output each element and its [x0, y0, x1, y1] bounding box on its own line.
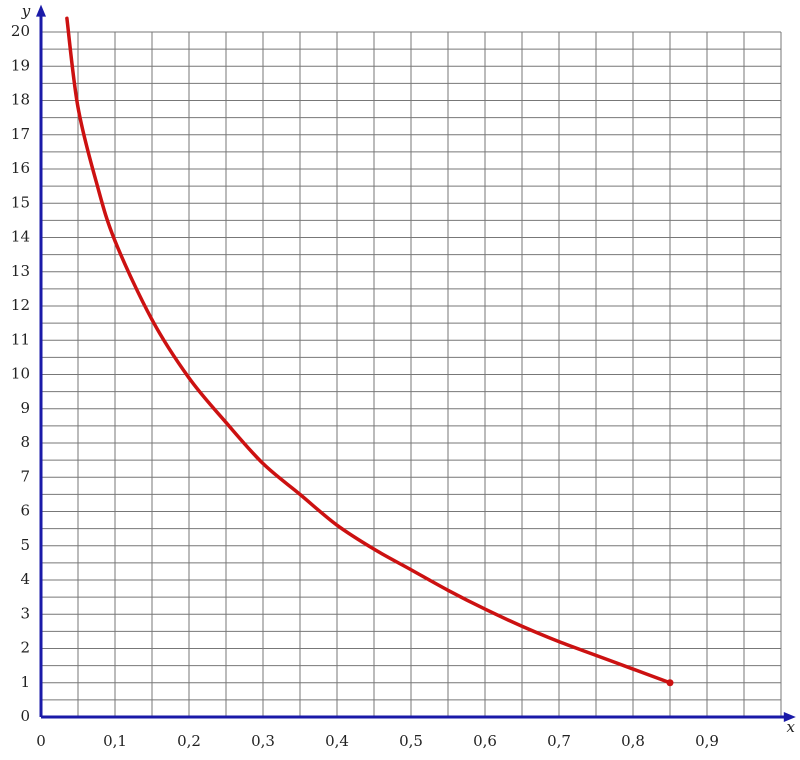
y-tick-label: 1 — [20, 673, 30, 691]
y-tick-label: 3 — [20, 604, 30, 622]
y-axis-label: y — [21, 2, 31, 20]
x-tick-label: 0,9 — [695, 732, 719, 750]
end-point — [666, 679, 674, 687]
y-tick-label: 8 — [20, 433, 30, 451]
x-tick-label: 0,1 — [103, 732, 127, 750]
curve — [65, 16, 672, 685]
x-tick-label: 0,5 — [399, 732, 423, 750]
x-tick-label: 0,6 — [473, 732, 497, 750]
y-tick-label: 10 — [11, 365, 30, 383]
x-tick-label: 0,2 — [177, 732, 201, 750]
y-tick-label: 4 — [20, 570, 30, 588]
x-tick-label: 0,4 — [325, 732, 349, 750]
x-tick-label: 0 — [36, 732, 46, 750]
y-tick-label: 17 — [11, 125, 30, 143]
y-tick-label: 6 — [20, 502, 30, 520]
x-tick-label: 0,7 — [547, 732, 571, 750]
y-tick-label: 19 — [11, 56, 30, 74]
y-tick-label: 14 — [11, 228, 30, 246]
y-tick-label: 20 — [11, 22, 30, 40]
axes — [36, 4, 796, 722]
y-tick-label: 18 — [11, 91, 30, 109]
y-tick-label: 15 — [11, 193, 30, 211]
y-tick-label: 7 — [20, 467, 30, 485]
x-axis-label: x — [787, 718, 796, 736]
y-tick-label: 5 — [20, 536, 30, 554]
x-tick-label: 0,8 — [621, 732, 645, 750]
y-tick-label: 2 — [20, 639, 30, 657]
y-axis-arrow — [36, 4, 46, 17]
y-tick-label: 0 — [20, 707, 30, 725]
y-tick-label: 11 — [11, 330, 30, 348]
x-axis-arrow — [783, 712, 796, 722]
x-tick-label: 0,3 — [251, 732, 275, 750]
y-tick-label: 16 — [11, 159, 30, 177]
y-tick-label: 13 — [11, 262, 30, 280]
y-tick-label: 9 — [20, 399, 30, 417]
grid — [41, 31, 782, 717]
y-tick-label: 12 — [11, 296, 30, 314]
